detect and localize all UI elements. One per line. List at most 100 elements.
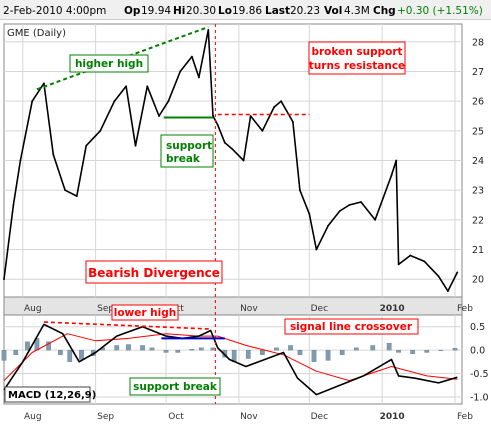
macd-histogram-bar bbox=[353, 347, 359, 351]
price-point bbox=[327, 224, 330, 227]
price-point bbox=[134, 144, 137, 147]
macd-tick-label: 0.5 bbox=[470, 322, 485, 333]
header-date: 2-Feb-2010 4:00pm bbox=[3, 5, 106, 17]
higher-high-box bbox=[69, 54, 149, 73]
header-last: 20.23 bbox=[290, 5, 320, 17]
header-last-label: Last bbox=[265, 5, 290, 17]
higher-high-label: higher high bbox=[75, 58, 143, 70]
macd-histogram-bar bbox=[114, 345, 120, 351]
macd-histogram-bar bbox=[410, 349, 416, 355]
month-tick-label: Dec bbox=[311, 304, 328, 314]
price-point bbox=[299, 189, 301, 192]
macd-tick-label: 0.0 bbox=[470, 346, 485, 357]
price-point bbox=[242, 159, 245, 162]
lower-high-label: lower high bbox=[114, 307, 177, 319]
price-point bbox=[273, 106, 276, 108]
macd-histogram-bar bbox=[67, 349, 73, 362]
price-point bbox=[19, 159, 22, 162]
signal-series-line bbox=[3, 333, 458, 382]
macd-histogram-bar bbox=[396, 349, 401, 353]
header-vol: 4.3M bbox=[344, 5, 370, 17]
signal-crossover-label: signal line crossover bbox=[290, 321, 413, 333]
price-series-line bbox=[3, 29, 459, 292]
price-point bbox=[12, 204, 15, 206]
macd-support-break-box bbox=[129, 377, 221, 396]
macd-histogram-bar bbox=[79, 349, 84, 360]
header-high-label: Hi bbox=[173, 5, 185, 17]
price-point bbox=[447, 290, 449, 292]
price-point bbox=[179, 70, 182, 73]
macd-histogram-bar bbox=[210, 347, 216, 351]
support-break-box bbox=[160, 134, 214, 168]
bearish-divergence-label: Bearish Divergence bbox=[88, 266, 220, 280]
macd-histogram-bar bbox=[25, 341, 30, 351]
bottom-month-tick-label: Sep bbox=[97, 412, 114, 422]
price-point bbox=[315, 248, 318, 251]
price-point bbox=[338, 210, 341, 212]
price-tick-label: 20 bbox=[472, 275, 484, 286]
broken-support-label-line1: broken support bbox=[311, 46, 402, 58]
quote-header: 2-Feb-2010 4:00pm Op 19.94 Hi 20.30 Lo 1… bbox=[0, 0, 491, 20]
macd-histogram-bar bbox=[260, 349, 265, 355]
macd-histogram-bar bbox=[175, 349, 181, 353]
support-break-label-line1: support bbox=[166, 140, 212, 152]
price-point bbox=[249, 115, 252, 117]
header-high: 20.30 bbox=[186, 5, 216, 17]
price-point bbox=[216, 123, 219, 126]
price-point bbox=[207, 29, 210, 31]
price-point bbox=[230, 147, 233, 150]
price-point bbox=[223, 141, 226, 144]
price-point bbox=[291, 121, 294, 123]
macd-histogram-bar bbox=[245, 349, 251, 359]
macd-histogram-bar bbox=[189, 349, 195, 351]
broken-support-box bbox=[308, 41, 406, 75]
price-point bbox=[456, 271, 459, 274]
price-point bbox=[85, 144, 88, 147]
macd-histogram-bar bbox=[311, 349, 317, 362]
header-open: 19.94 bbox=[141, 5, 171, 17]
price-tick-label: 24 bbox=[472, 156, 484, 167]
macd-histogram-bar bbox=[140, 345, 145, 351]
bottom-month-tick-label: 2010 bbox=[380, 412, 405, 422]
price-tick-label: 23 bbox=[472, 186, 484, 197]
macd-histogram-bar bbox=[126, 344, 131, 351]
macd-panel-label: MACD (12,26,9) bbox=[8, 390, 96, 401]
bottom-month-tick-label: Nov bbox=[240, 412, 258, 422]
support-break-label-line2: break bbox=[166, 153, 201, 165]
bottom-month-tick-label: Aug bbox=[24, 412, 42, 422]
price-point bbox=[397, 263, 400, 266]
macd-histogram-bar bbox=[288, 345, 293, 351]
macd-histogram-bar bbox=[370, 345, 376, 351]
macd-histogram-bar bbox=[424, 349, 430, 353]
macd-histogram-bar bbox=[163, 349, 169, 353]
header-chg: +0.30 (+1.51%) bbox=[397, 5, 483, 17]
price-point bbox=[113, 100, 116, 103]
price-point bbox=[348, 204, 351, 206]
price-point bbox=[64, 189, 66, 192]
macd-histogram-bar bbox=[13, 349, 19, 355]
header-low: 19.86 bbox=[232, 5, 262, 17]
price-tick-label: 27 bbox=[472, 67, 484, 78]
price-point bbox=[190, 55, 193, 58]
price-point bbox=[395, 159, 398, 162]
macd-histogram-bar bbox=[58, 349, 63, 355]
month-tick-label: Nov bbox=[240, 304, 258, 314]
price-point bbox=[390, 174, 393, 177]
broken-support-label-line2: turns resistance bbox=[309, 60, 405, 72]
price-point bbox=[43, 82, 45, 85]
price-tick-label: 22 bbox=[472, 215, 484, 226]
month-tick-label: Sep bbox=[97, 304, 114, 314]
macd-histogram-bar bbox=[1, 349, 7, 361]
bottom-month-tick-label: Oct bbox=[168, 412, 184, 422]
price-point bbox=[167, 100, 170, 103]
price-tick-label: 25 bbox=[472, 126, 484, 137]
price-point bbox=[158, 115, 160, 117]
price-point bbox=[280, 100, 283, 103]
bottom-month-tick-label: Feb bbox=[457, 412, 473, 422]
price-point bbox=[374, 218, 376, 221]
month-tick-label: Aug bbox=[24, 304, 42, 314]
price-tick-label: 21 bbox=[472, 245, 484, 256]
price-point bbox=[437, 275, 440, 278]
